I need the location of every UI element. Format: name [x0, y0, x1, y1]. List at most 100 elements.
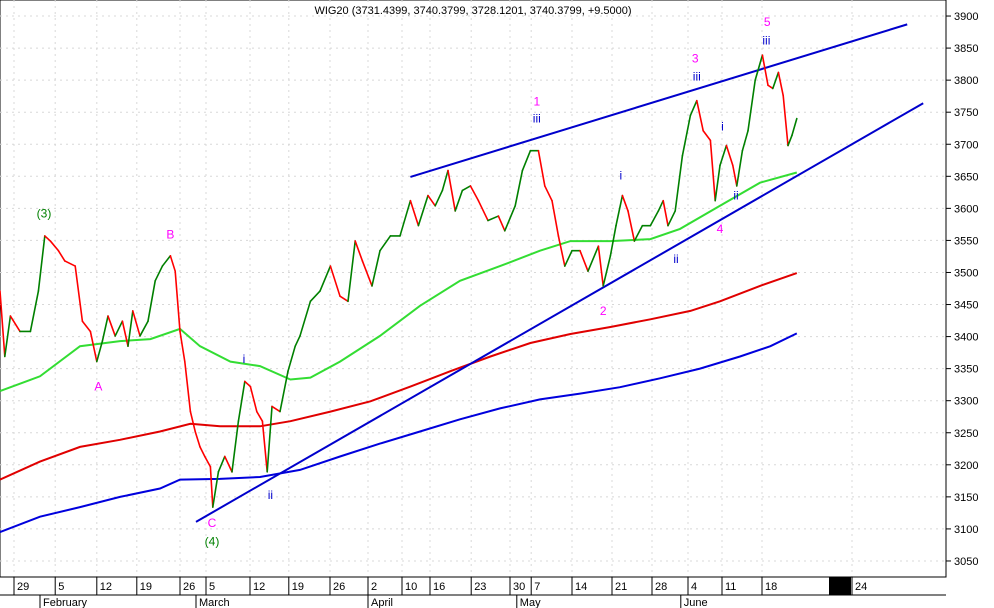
price-segment	[64, 260, 76, 267]
y-tick-label: 3050	[954, 556, 978, 568]
price-segment	[695, 99, 705, 132]
price-segment	[347, 240, 357, 303]
x-tick-label: 16	[433, 581, 445, 593]
price-segment	[731, 164, 738, 187]
x-tick-label: 5	[58, 581, 64, 593]
price-segment	[179, 330, 186, 363]
price-segment	[121, 320, 129, 348]
price-segment	[477, 199, 489, 222]
x-tick-label: 11	[725, 581, 736, 593]
x-tick-label: 12	[100, 581, 112, 593]
y-axis: 3050 3100 3150 3200 3250 3300 3350 3400 3450 3500…	[946, 11, 978, 568]
y-tick-label: 3400	[954, 332, 978, 344]
price-segment	[657, 199, 665, 212]
price-segment	[791, 117, 798, 137]
month-label: February	[43, 597, 88, 608]
ma-line-3	[0, 332, 798, 534]
wave-label: 3	[692, 51, 699, 65]
y-tick-label: 3550	[954, 235, 978, 247]
y-tick-label: 3300	[954, 396, 978, 408]
price-segment	[174, 270, 181, 333]
wave-label: iii	[762, 33, 770, 47]
price-segment	[189, 410, 196, 433]
price-segment	[747, 79, 757, 132]
price-segment	[9, 315, 21, 333]
price-segment	[771, 71, 780, 90]
y-tick-label: 3700	[954, 139, 978, 151]
price-segment	[294, 335, 301, 348]
price-segment	[621, 194, 629, 212]
price-segment	[354, 240, 364, 262]
x-tick-label: 10	[405, 581, 417, 593]
price-segment	[57, 249, 66, 262]
price-segment	[409, 199, 420, 227]
price-segment	[441, 169, 449, 192]
y-tick-label: 3350	[954, 364, 978, 376]
price-segment	[514, 169, 524, 207]
price-segment	[754, 54, 764, 81]
price-segment	[74, 265, 84, 322]
wave-label: ii	[733, 189, 738, 203]
price-segment	[101, 315, 109, 342]
price-segment	[714, 164, 721, 202]
x-tick-label: 19	[140, 581, 152, 593]
price-segment	[184, 360, 192, 413]
wave-label: (3)	[37, 206, 52, 220]
y-tick-label: 3600	[954, 203, 978, 215]
y-tick-label: 3450	[954, 300, 978, 312]
price-segment	[782, 94, 789, 147]
price-segment	[537, 149, 546, 187]
price-segment	[689, 99, 698, 117]
price-segment	[217, 455, 226, 473]
moving-averages	[0, 171, 798, 534]
price-segment	[89, 330, 98, 363]
month-label: May	[520, 597, 541, 608]
price-segment	[361, 260, 373, 287]
price-segment	[204, 455, 212, 468]
price-segment	[497, 215, 506, 232]
support-line	[195, 102, 924, 523]
wave-label: 2	[600, 304, 607, 318]
price-segment	[725, 144, 734, 167]
price-segment	[96, 340, 104, 363]
price-segment	[43, 235, 52, 242]
price-segment	[503, 204, 517, 232]
price-segment	[521, 149, 532, 172]
trendlines	[195, 23, 924, 523]
y-tick-label: 3500	[954, 267, 978, 279]
wave-label: ii	[673, 252, 678, 266]
x-tick-label: 19	[292, 581, 304, 593]
price-segment	[543, 185, 553, 202]
y-tick-label: 3800	[954, 75, 978, 87]
price-segment	[551, 199, 560, 237]
price-segment	[674, 154, 684, 212]
price-segment	[154, 265, 164, 282]
price-segment	[602, 255, 612, 287]
price-segment	[249, 385, 258, 413]
y-tick-label: 3150	[954, 492, 978, 504]
price-series	[0, 54, 798, 508]
month-label: March	[199, 597, 230, 608]
x-axis: 29 5 12 19 26 5 12 19 26 2 10 16 23 30 7 14 21 28 4 11 18 24 F…	[0, 576, 946, 608]
x-tick-label: 2	[371, 581, 377, 593]
x-tick-label: 4	[691, 581, 697, 593]
plot-area	[0, 0, 947, 578]
price-segment	[231, 420, 240, 473]
price-segment	[609, 224, 617, 257]
wave-label: A	[94, 380, 102, 394]
wave-label: 4	[717, 222, 724, 236]
price-segment	[299, 300, 312, 337]
price-segment	[271, 405, 281, 413]
price-segment	[127, 310, 134, 348]
price-segment	[169, 255, 176, 272]
price-segment	[224, 455, 233, 473]
ma-line-2	[0, 272, 798, 481]
price-segment	[627, 210, 636, 242]
x-tick-label: 18	[765, 581, 777, 593]
price-segment	[417, 194, 429, 227]
wave-label: i	[619, 169, 622, 183]
price-segment	[329, 265, 341, 297]
price-segment	[563, 249, 573, 267]
wave-label: 5	[764, 15, 771, 29]
